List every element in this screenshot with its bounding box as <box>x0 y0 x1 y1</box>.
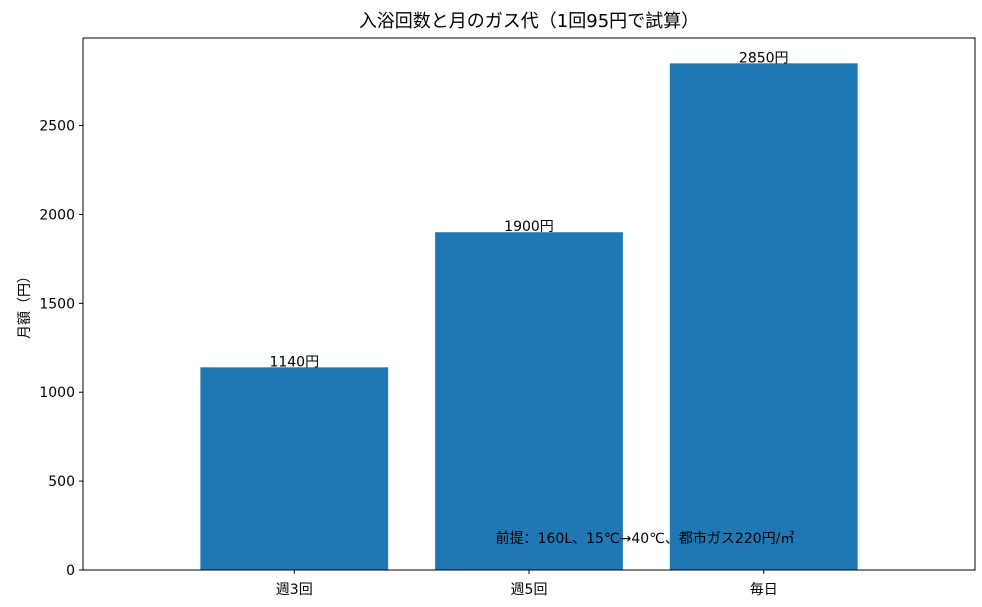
chart-title: 入浴回数と月のガス代（1回95円で試算） <box>359 11 699 32</box>
x-tick-label: 週3回 <box>276 582 313 598</box>
y-ticks-group: 0 500 1000 1500 2000 2500 <box>39 119 83 579</box>
assumption-note: 前提：160L、15℃→40℃、都市ガス220円/㎥ <box>496 530 795 547</box>
y-tick-label: 1000 <box>39 385 75 401</box>
bars-group <box>200 63 858 570</box>
y-tick-label: 1500 <box>39 296 75 312</box>
x-ticks-group: 週3回 週5回 毎日 <box>276 570 778 598</box>
bar-週5回 <box>435 232 623 570</box>
bar-毎日 <box>669 63 858 570</box>
plot-frame <box>82 37 976 571</box>
x-tick-label: 週5回 <box>511 582 548 598</box>
y-tick-label: 2500 <box>39 119 75 135</box>
data-labels-group: 1140円 1900円 2850円 <box>269 50 788 370</box>
y-tick-label: 500 <box>48 474 75 490</box>
x-tick-label: 毎日 <box>750 582 778 598</box>
y-axis-label: 月額（円） <box>17 269 33 339</box>
y-tick-label: 2000 <box>39 207 75 223</box>
data-label-週3回: 1140円 <box>269 354 319 370</box>
data-label-週5回: 1900円 <box>504 219 554 235</box>
y-tick-label: 0 <box>66 563 75 579</box>
data-label-毎日: 2850円 <box>739 50 789 66</box>
bar-週3回 <box>200 367 389 570</box>
